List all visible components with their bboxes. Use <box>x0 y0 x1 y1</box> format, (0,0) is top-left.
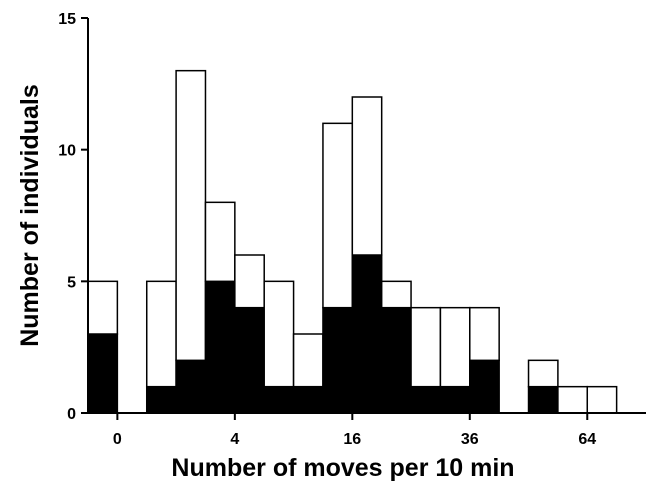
bar-white-16 <box>557 385 589 414</box>
bar-black-15 <box>527 385 559 414</box>
bar-white-6 <box>263 280 295 388</box>
bar-black-13 <box>469 359 500 414</box>
bar-white-4 <box>204 201 236 283</box>
bar-white-10 <box>380 280 412 309</box>
y-tick-label: 5 <box>67 274 76 291</box>
y-axis-title: Number of individuals <box>16 84 44 347</box>
bar-white-3 <box>175 69 207 362</box>
bar-white-11 <box>410 306 442 388</box>
bar-black-6 <box>263 385 295 414</box>
bar-white-15 <box>527 359 559 388</box>
bar-black-5 <box>234 306 265 414</box>
bar-black-0 <box>87 333 119 414</box>
bar-black-4 <box>204 280 236 414</box>
bar-black-10 <box>380 306 412 414</box>
bar-black-12 <box>439 385 471 414</box>
bar-white-9 <box>351 96 383 256</box>
bar-white-0 <box>87 280 119 335</box>
bars-layer <box>87 69 618 414</box>
bar-black-9 <box>351 254 383 414</box>
bar-black-7 <box>292 385 324 414</box>
bar-white-17 <box>586 385 618 414</box>
x-axis-title: Number of moves per 10 min <box>171 454 514 482</box>
x-tick-label: 4 <box>230 431 239 448</box>
bar-white-7 <box>292 333 324 388</box>
y-tick-label: 15 <box>58 11 76 28</box>
bar-white-5 <box>234 254 265 309</box>
x-tick-label: 0 <box>113 431 122 448</box>
bar-black-11 <box>410 385 442 414</box>
x-tick-label: 36 <box>461 431 479 448</box>
axes-layer <box>87 18 646 414</box>
bar-white-8 <box>322 122 354 309</box>
bar-black-3 <box>175 359 207 414</box>
x-tick-label: 16 <box>343 431 361 448</box>
y-tick-label: 10 <box>58 143 76 160</box>
y-tick-label: 0 <box>67 406 76 423</box>
bar-black-2 <box>145 385 177 414</box>
bar-black-8 <box>322 306 354 414</box>
bar-white-12 <box>439 306 471 388</box>
bar-white-13 <box>469 306 500 362</box>
bar-white-2 <box>145 280 177 388</box>
ticks-layer: 0 5 10 15 0 4 16 36 64 <box>58 11 596 448</box>
x-tick-label: 64 <box>578 431 596 448</box>
